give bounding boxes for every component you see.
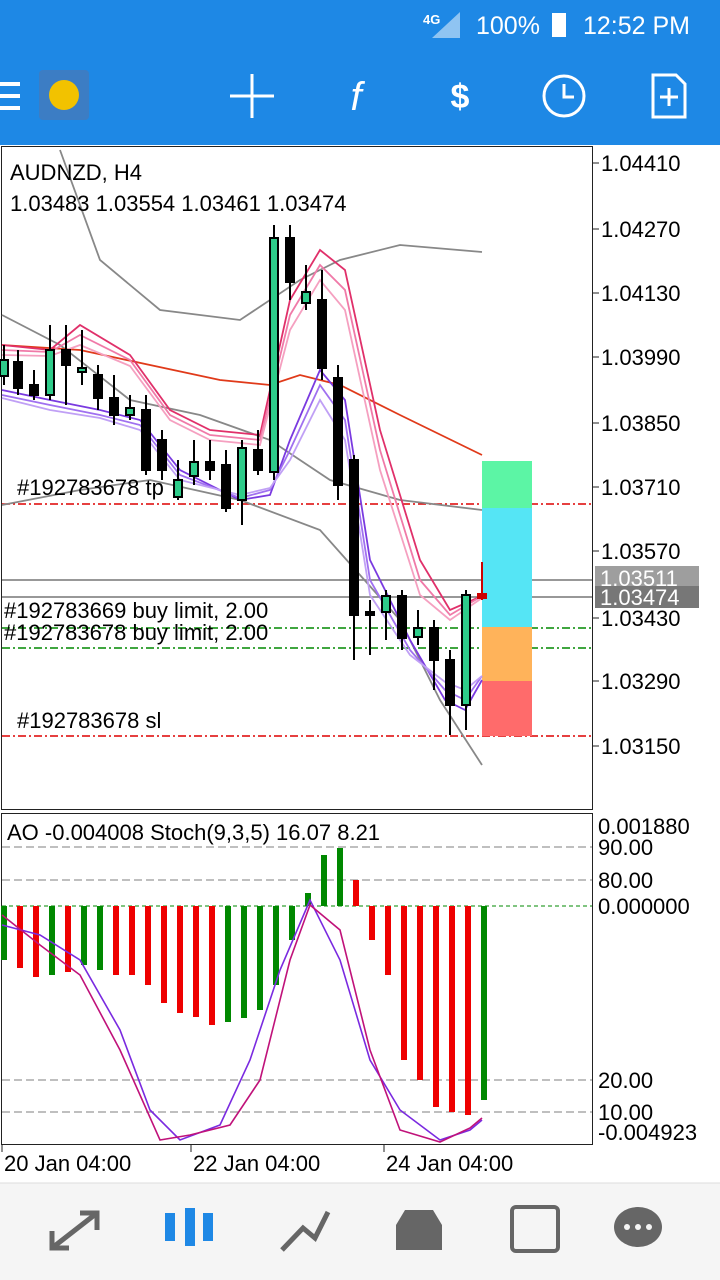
price-label: 1.04410 bbox=[601, 151, 681, 176]
bid-price-box bbox=[595, 566, 699, 588]
price-label: 1.03990 bbox=[601, 345, 681, 370]
last-price: 1.03474 bbox=[600, 585, 680, 610]
network: 4G bbox=[423, 12, 440, 27]
battery-icon bbox=[552, 13, 566, 37]
price-label: 1.03570 bbox=[601, 539, 681, 564]
indicator-axis-label: 80.00 bbox=[598, 868, 653, 893]
signal-icon bbox=[432, 12, 460, 38]
symbol-label: AUDNZD, H4 bbox=[10, 160, 142, 185]
app-logo-mark bbox=[49, 80, 79, 110]
order-label: #192783678 buy limit, 2.00 bbox=[4, 620, 268, 645]
news-tab[interactable] bbox=[510, 1205, 560, 1253]
entry-zone bbox=[482, 627, 532, 681]
bottom-nav bbox=[0, 1183, 720, 1280]
indicator-axis-label: 90.00 bbox=[598, 835, 653, 860]
indicator-axis-label: 0.000000 bbox=[598, 894, 690, 919]
price-label: 1.04270 bbox=[601, 217, 681, 242]
indicator-axis-label: 0.001880 bbox=[598, 814, 690, 839]
indicator-frame bbox=[1, 813, 593, 1145]
ohlc-label: 1.03483 1.03554 1.03461 1.03474 bbox=[10, 191, 346, 216]
price-axis: 1.04410 1.04270 1.04130 1.03990 1.03850 1.037… bbox=[593, 151, 681, 759]
crosshair-button[interactable] bbox=[230, 74, 274, 118]
stoch-lines bbox=[1, 898, 483, 1143]
new-order-button[interactable] bbox=[651, 73, 687, 119]
tp-zone bbox=[482, 461, 532, 508]
indicator-axis-label: 10.00 bbox=[598, 1100, 653, 1125]
chart-tab[interactable] bbox=[165, 1208, 213, 1246]
stoch-levels bbox=[2, 846, 592, 1113]
candles bbox=[0, 225, 487, 735]
price-label: 1.03290 bbox=[601, 669, 681, 694]
bid-price: 1.03511 bbox=[600, 566, 678, 591]
menu-button[interactable] bbox=[0, 82, 20, 110]
order-label: #192783669 buy limit, 2.00 bbox=[4, 598, 268, 623]
history-tab[interactable] bbox=[396, 1210, 442, 1250]
profit-zone bbox=[482, 508, 532, 627]
sl-zone bbox=[482, 681, 532, 736]
time-axis: 20 Jan 04:00 22 Jan 04:00 24 Jan 04:00 bbox=[1, 1145, 513, 1176]
timeframe-button[interactable] bbox=[542, 74, 586, 118]
order-label: #192783678 sl bbox=[17, 708, 161, 733]
order-label: #192783678 tp bbox=[17, 475, 164, 500]
last-price-box bbox=[595, 586, 699, 608]
indicator-axis-label: -0.004923 bbox=[598, 1120, 697, 1145]
quotes-tab[interactable] bbox=[49, 1210, 100, 1251]
trade-tab[interactable] bbox=[280, 1210, 331, 1252]
trade-button[interactable]: $ bbox=[451, 78, 470, 116]
price-label: 1.03150 bbox=[601, 734, 681, 759]
price-label: 1.03710 bbox=[601, 475, 681, 500]
time-label: 20 Jan 04:00 bbox=[4, 1151, 131, 1176]
battery-level: 100% bbox=[476, 12, 540, 40]
ao-histogram bbox=[1, 848, 487, 1115]
time-label: 22 Jan 04:00 bbox=[193, 1151, 320, 1176]
indicator-axis-label: 20.00 bbox=[598, 1068, 653, 1093]
price-label: 1.03850 bbox=[601, 411, 681, 436]
price-label: 1.04130 bbox=[601, 281, 681, 306]
indicator-label: AO -0.004008 Stoch(9,3,5) 16.07 8.21 bbox=[7, 820, 380, 845]
app-bar bbox=[0, 0, 720, 145]
price-label: 1.03430 bbox=[601, 606, 681, 631]
clock: 12:52 PM bbox=[583, 12, 690, 40]
time-label: 24 Jan 04:00 bbox=[386, 1151, 513, 1176]
